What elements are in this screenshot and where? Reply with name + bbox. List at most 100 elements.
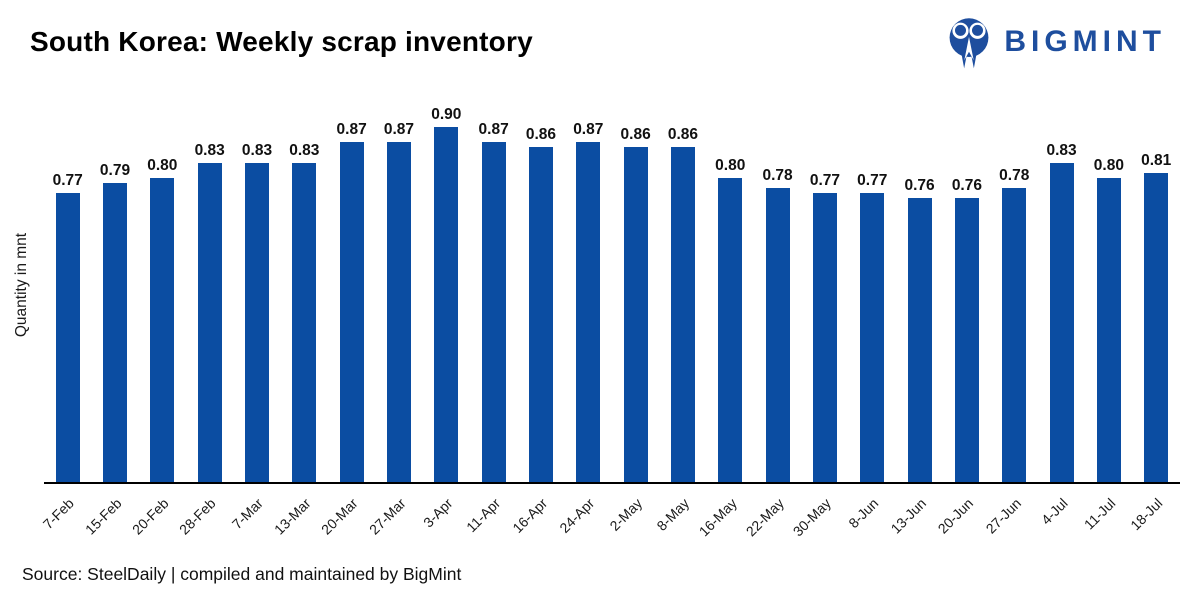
bar-group: 0.90 [423,90,470,482]
bigmint-logo-text: BIGMINT [1004,25,1166,58]
bar [860,192,885,482]
bar-group: 0.80 [139,90,186,482]
bar-value-label: 0.86 [620,126,651,144]
bar-chart-plot: 0.77 0.79 0.80 0.83 0.83 0.83 0.87 0.87 0.90 0.87… [44,90,1180,484]
bar-value-label: 0.86 [525,126,557,144]
bar-value-label: 0.78 [999,166,1030,184]
bar-value-label: 0.83 [241,141,273,159]
bar-value-label: 0.80 [147,156,178,174]
bar-value-label: 0.86 [667,126,699,144]
x-axis-tick-label: 13-Mar [270,495,314,538]
bar-value-label: 0.87 [383,121,415,139]
bar-group: 0.83 [186,90,233,482]
bar-value-label: 0.80 [1093,156,1124,174]
bar-group: 0.87 [375,90,422,482]
x-axis-tick-label: 11-Apr [462,495,503,536]
bar [197,162,222,482]
bar [907,198,932,482]
x-axis-tick-label: 24-Apr [556,495,598,537]
bar-group: 0.78 [754,90,801,482]
x-axis-tick-label: 3-Apr [420,495,456,531]
bar [55,192,80,482]
bar-value-label: 0.83 [194,141,225,159]
x-axis-tick-label: 27-Jun [982,495,1024,537]
bar-group: 0.76 [943,90,990,482]
x-axis-tick-label: 7-Feb [39,495,77,533]
bar-value-label: 0.77 [52,171,83,189]
x-axis-tick-label: 20-Jun [934,495,977,537]
bar [576,142,601,482]
bar-group: 0.81 [1133,90,1180,482]
bar-value-label: 0.81 [1141,151,1172,169]
x-axis-tick-label: 20-Feb [128,495,172,538]
x-axis-tick-label: 20-Mar [318,495,361,538]
bar [1049,162,1074,482]
x-axis-tick-label: 15-Feb [81,495,125,538]
bar-group: 0.86 [659,90,706,482]
bar [434,127,459,482]
bar-group: 0.83 [1038,90,1085,482]
bar-group: 0.79 [91,90,138,482]
x-axis-tick-label: 28-Feb [176,495,219,538]
bar-value-label: 0.77 [809,171,840,189]
bar [1144,172,1169,482]
header: South Korea: Weekly scrap inventory BIGM… [30,14,1166,70]
bar-value-label: 0.87 [336,121,367,139]
source-note: Source: SteelDaily | compiled and mainta… [22,564,462,584]
bar-value-label: 0.77 [857,171,888,189]
x-axis-tick-label: 18-Jul [1127,495,1166,534]
x-axis-tick-label: 27-Mar [365,495,409,538]
bar [386,142,411,482]
x-axis-tick-label: 22-May [742,495,787,540]
bar [765,187,790,482]
bar-value-label: 0.79 [99,161,131,179]
bar-group: 0.80 [1085,90,1132,482]
x-axis-tick-label: 11-Jul [1080,495,1119,533]
bar-value-label: 0.87 [573,121,604,139]
bar [1002,187,1027,482]
x-axis-tick-label: 13-Jun [887,495,929,537]
bar [150,177,175,482]
bar-group: 0.87 [565,90,612,482]
bigmint-logo-icon [949,17,989,68]
bar-value-label: 0.76 [904,177,935,194]
bar [812,192,837,482]
bigmint-logo: BIGMINT [943,15,1166,70]
bar-value-label: 0.78 [762,166,793,184]
x-axis-tick-label: 8-May [653,495,693,534]
bar-value-label: 0.83 [1046,141,1077,159]
bar [954,198,979,482]
x-axis-tick-label: 4-Jul [1038,495,1071,528]
bar [623,147,648,482]
bar [339,142,364,482]
x-axis-tick-label: 30-May [789,495,835,540]
x-axis-tick-label: 2-May [606,495,645,534]
bar [670,147,695,482]
bar-group: 0.80 [707,90,754,482]
bar-group: 0.86 [517,90,564,482]
bar [292,162,317,482]
x-axis-tick-label: 7-Mar [229,495,267,533]
page-title: South Korea: Weekly scrap inventory [30,26,533,57]
bar-group: 0.87 [328,90,375,482]
x-axis-tick-label: 16-Apr [509,495,551,537]
bar [528,147,553,482]
bar-group: 0.83 [233,90,280,482]
bar-group: 0.77 [801,90,848,482]
bar-value-label: 0.76 [951,177,982,194]
x-axis-tick-label: 16-May [695,495,740,540]
bar-value-label: 0.90 [431,106,462,123]
y-axis-title: Quantity in mnt [13,232,30,338]
bar [102,182,127,482]
bar [481,142,506,482]
bar-group: 0.77 [849,90,896,482]
bar-group: 0.86 [612,90,659,482]
bar-group: 0.78 [991,90,1038,482]
bar [244,162,269,482]
bar-value-label: 0.83 [289,141,320,159]
x-axis-tick-label: 8-Jun [845,495,882,532]
bar-group: 0.77 [44,90,91,482]
bar-group: 0.76 [896,90,943,482]
bar-group: 0.83 [281,90,328,482]
